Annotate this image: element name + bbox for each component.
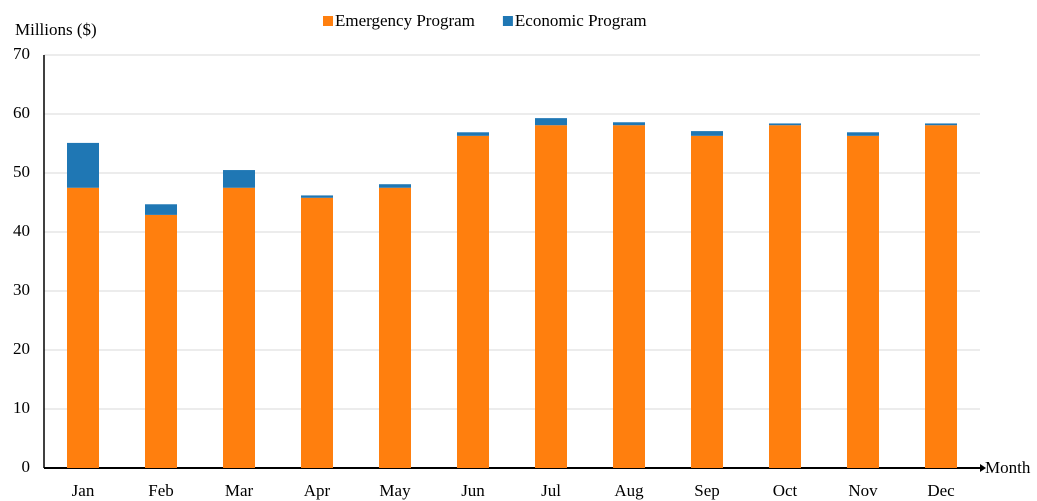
- x-tick-label: Sep: [694, 481, 720, 500]
- bar-segment: [847, 135, 879, 468]
- x-axis-arrow: [980, 464, 986, 472]
- x-tick-label: Oct: [773, 481, 798, 500]
- bar-segment: [613, 122, 645, 126]
- bar-segment: [691, 135, 723, 468]
- x-axis-label: Month: [985, 458, 1031, 477]
- bar-segment: [223, 187, 255, 468]
- bar-segment: [925, 123, 957, 126]
- y-axis-label: Millions ($): [15, 20, 97, 39]
- bar-segment: [301, 197, 333, 468]
- x-tick-label: Jan: [72, 481, 95, 500]
- bar-segment: [301, 195, 333, 198]
- legend-swatch: [502, 16, 513, 26]
- bar-segment: [145, 214, 177, 468]
- x-tick-label: Aug: [614, 481, 644, 500]
- bar-segment: [769, 125, 801, 469]
- bar-segment: [769, 123, 801, 126]
- bar-segment: [925, 125, 957, 469]
- bar-segment: [379, 184, 411, 188]
- x-tick-label: Jul: [541, 481, 561, 500]
- x-tick-label: Nov: [848, 481, 878, 500]
- x-tick-label: Jun: [461, 481, 485, 500]
- x-tick-label: Mar: [225, 481, 254, 500]
- y-tick-label: 40: [13, 221, 30, 240]
- bar-segment: [379, 187, 411, 468]
- y-tick-label: 0: [22, 457, 31, 476]
- bar-segment: [535, 125, 567, 469]
- x-tick-label: Apr: [304, 481, 331, 500]
- bar-segment: [457, 132, 489, 136]
- bar-segment: [457, 135, 489, 468]
- bar-segment: [535, 118, 567, 126]
- x-tick-label: Dec: [927, 481, 955, 500]
- bar-segment: [691, 131, 723, 136]
- bar-segment: [67, 187, 99, 468]
- x-tick-label: May: [379, 481, 411, 500]
- bar-segment: [67, 142, 99, 188]
- bar-segment: [223, 170, 255, 188]
- y-tick-label: 50: [13, 162, 30, 181]
- y-tick-label: 70: [13, 44, 30, 63]
- bar-segment: [847, 132, 879, 136]
- bar-segment: [613, 125, 645, 469]
- bar-segment: [145, 204, 177, 215]
- y-tick-label: 20: [13, 339, 30, 358]
- legend-label: Economic Program: [515, 11, 647, 30]
- legend-label: Emergency Program: [335, 11, 475, 30]
- legend-swatch: [323, 16, 333, 26]
- y-tick-label: 60: [13, 103, 30, 122]
- x-tick-label: Feb: [148, 481, 174, 500]
- y-tick-label: 10: [13, 398, 30, 417]
- y-tick-label: 30: [13, 280, 30, 299]
